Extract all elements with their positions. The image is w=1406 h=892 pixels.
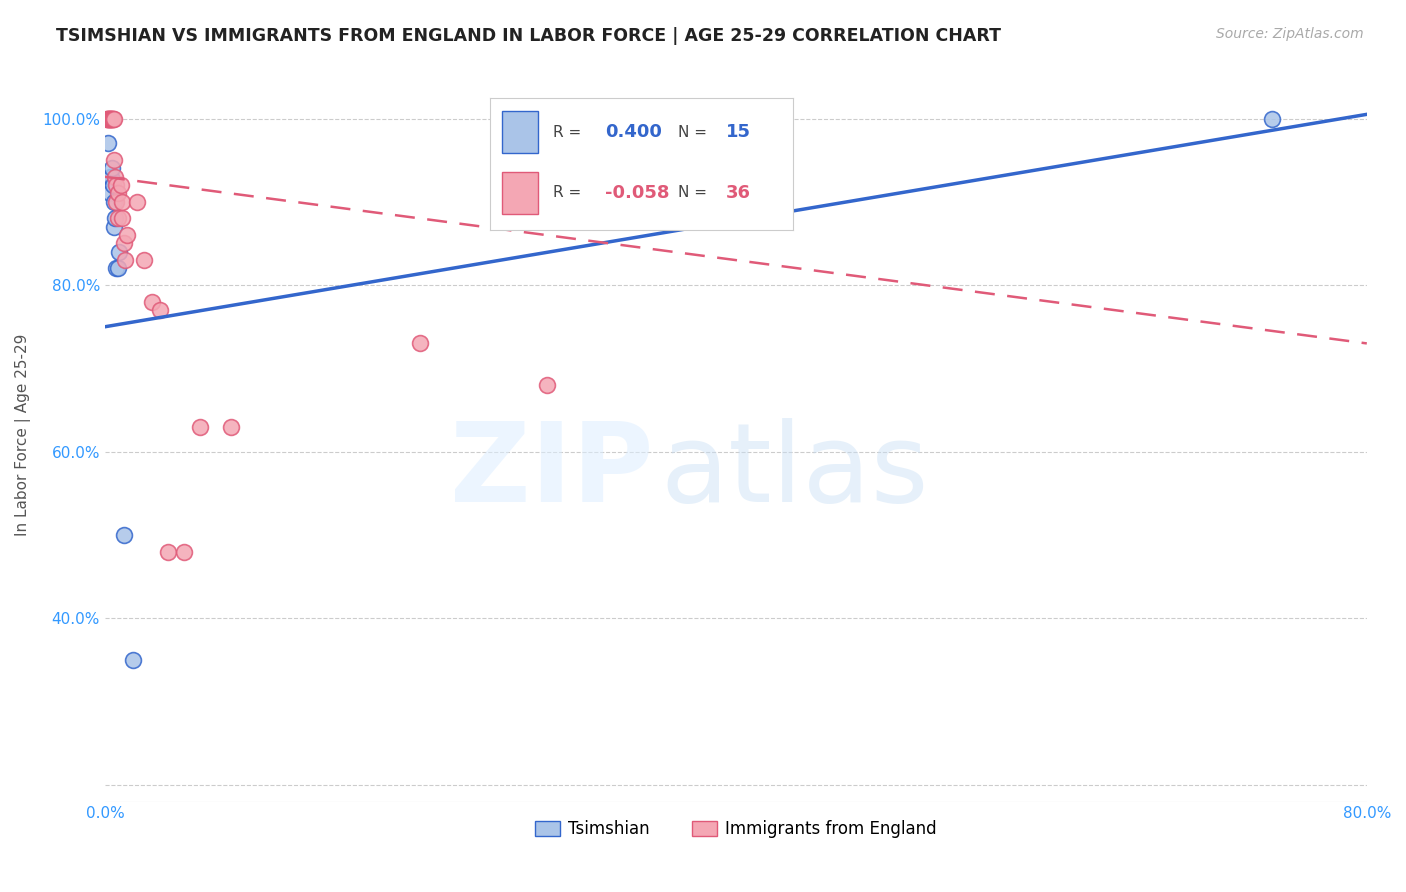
Text: Source: ZipAtlas.com: Source: ZipAtlas.com [1216,27,1364,41]
Point [108,244,131,259]
Point [114,253,136,268]
Point [103,153,125,168]
Point [105,194,128,209]
Point [107,211,129,226]
Point [188,419,211,434]
Point [219,419,242,434]
Point [110,178,132,193]
Point [134,253,156,268]
Point [112,528,135,542]
Point [104,211,127,226]
Point [97,112,120,126]
Point [536,378,558,392]
Text: atlas: atlas [661,418,929,525]
Point [97,136,120,151]
Point [104,169,127,184]
Point [103,112,125,126]
Point [101,161,124,176]
Point [100,112,122,126]
Text: TSIMSHIAN VS IMMIGRANTS FROM ENGLAND IN LABOR FORCE | AGE 25-29 CORRELATION CHAR: TSIMSHIAN VS IMMIGRANTS FROM ENGLAND IN … [56,27,1001,45]
Point [100,169,122,184]
Y-axis label: In Labor Force | Age 25-29: In Labor Force | Age 25-29 [15,334,31,536]
Point [98,112,121,126]
Point [122,653,145,667]
Point [97,112,120,126]
Point [100,169,122,184]
Point [112,236,135,251]
Point [100,112,122,126]
Point [103,219,125,234]
Text: ZIP: ZIP [450,418,654,525]
Point [107,261,129,276]
Legend: Tsimshian, Immigrants from England: Tsimshian, Immigrants from England [529,814,943,845]
Point [101,112,124,126]
Point [105,261,128,276]
Point [100,112,122,126]
Point [409,336,432,351]
Point [96,112,118,126]
Point [141,294,163,309]
Point [103,194,125,209]
Point [149,303,172,318]
Point [173,544,195,558]
Point [96,112,118,126]
Point [101,178,124,193]
Point [97,112,120,126]
Point [157,544,180,558]
Point [105,178,128,193]
Point [111,194,134,209]
Point [125,194,148,209]
Point [101,112,124,126]
Point [115,228,138,243]
Point [98,186,121,201]
Point [100,112,122,126]
Point [107,186,129,201]
Point [98,112,121,126]
Point [1261,112,1284,126]
Point [110,211,132,226]
